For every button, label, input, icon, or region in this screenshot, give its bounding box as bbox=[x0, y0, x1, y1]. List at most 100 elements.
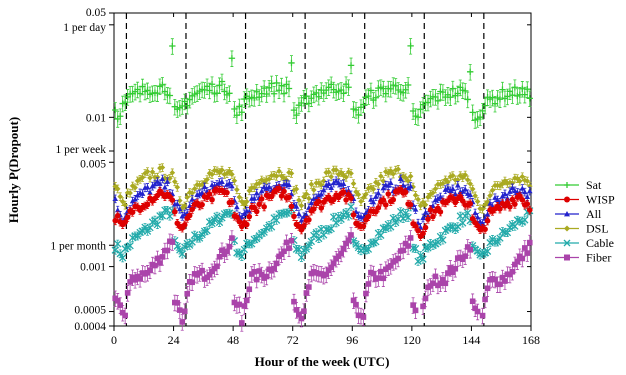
data-point bbox=[422, 209, 429, 215]
data-point bbox=[521, 245, 528, 251]
data-point bbox=[263, 273, 270, 280]
data-point bbox=[306, 195, 312, 202]
data-point bbox=[208, 81, 216, 88]
data-point bbox=[363, 191, 369, 198]
data-point bbox=[147, 189, 153, 195]
data-point bbox=[303, 191, 310, 197]
data-point bbox=[325, 181, 332, 187]
data-point bbox=[373, 179, 379, 186]
data-point bbox=[213, 212, 221, 220]
data-point bbox=[512, 201, 518, 207]
data-point bbox=[442, 177, 449, 183]
data-point bbox=[288, 203, 295, 210]
data-point bbox=[462, 172, 469, 178]
data-point bbox=[234, 204, 240, 210]
series-sat bbox=[112, 38, 533, 129]
data-point bbox=[296, 311, 302, 318]
data-point bbox=[229, 183, 235, 189]
data-point bbox=[236, 194, 243, 200]
data-point bbox=[519, 185, 526, 191]
data-point bbox=[209, 268, 215, 275]
data-point bbox=[526, 188, 533, 194]
data-point bbox=[176, 197, 183, 204]
data-point bbox=[437, 280, 444, 287]
data-point bbox=[166, 92, 174, 99]
data-point bbox=[385, 191, 392, 197]
legend-marker bbox=[564, 182, 570, 188]
data-point bbox=[344, 212, 353, 220]
data-point bbox=[236, 218, 243, 225]
data-point bbox=[526, 183, 533, 189]
data-point bbox=[427, 191, 434, 198]
data-point bbox=[375, 275, 382, 281]
data-point bbox=[450, 172, 456, 179]
data-point bbox=[412, 223, 419, 229]
data-point bbox=[404, 81, 412, 89]
data-point bbox=[153, 220, 162, 229]
x-tick-label: 120 bbox=[403, 333, 421, 347]
data-point bbox=[407, 173, 414, 180]
data-point bbox=[147, 267, 153, 274]
data-point bbox=[457, 193, 464, 200]
data-point bbox=[243, 221, 250, 228]
data-point bbox=[117, 302, 124, 308]
data-point bbox=[365, 281, 372, 287]
data-point bbox=[347, 62, 355, 69]
data-point bbox=[219, 247, 225, 254]
data-point bbox=[365, 213, 372, 220]
data-point bbox=[226, 243, 233, 250]
data-point bbox=[372, 94, 380, 101]
data-point bbox=[154, 178, 161, 184]
data-point bbox=[189, 190, 195, 196]
data-point bbox=[440, 277, 446, 283]
data-point bbox=[281, 175, 287, 181]
data-point bbox=[301, 213, 307, 219]
data-point bbox=[112, 217, 119, 224]
data-point bbox=[132, 277, 138, 283]
data-point bbox=[169, 169, 176, 176]
series-wisp bbox=[112, 184, 533, 241]
data-point bbox=[112, 106, 119, 114]
y-tick-label: 1 per day bbox=[63, 22, 106, 34]
data-point bbox=[472, 192, 478, 199]
data-point bbox=[301, 308, 307, 314]
data-point bbox=[226, 90, 233, 97]
data-point bbox=[509, 196, 516, 203]
data-point bbox=[519, 255, 526, 262]
data-point bbox=[412, 192, 419, 199]
data-point bbox=[439, 236, 447, 244]
data-point bbox=[437, 209, 444, 215]
data-point bbox=[251, 268, 258, 275]
data-point bbox=[191, 185, 198, 192]
data-point bbox=[347, 203, 355, 211]
data-point bbox=[276, 168, 282, 174]
data-point bbox=[174, 300, 181, 306]
data-point bbox=[407, 235, 414, 241]
data-point bbox=[504, 199, 511, 206]
data-point bbox=[224, 189, 230, 196]
data-point bbox=[407, 42, 414, 50]
data-point bbox=[154, 174, 161, 180]
data-point bbox=[285, 85, 293, 92]
data-point bbox=[512, 261, 518, 268]
data-point bbox=[234, 186, 240, 193]
data-point bbox=[172, 178, 178, 185]
data-point bbox=[266, 184, 272, 190]
data-point bbox=[315, 198, 322, 205]
data-point bbox=[360, 194, 367, 201]
data-point bbox=[246, 187, 253, 194]
y-tick-label: 0.005 bbox=[80, 158, 106, 170]
data-point bbox=[219, 178, 225, 184]
data-point bbox=[387, 168, 394, 174]
series-cable bbox=[111, 202, 534, 266]
data-point bbox=[291, 213, 297, 220]
data-point bbox=[462, 87, 469, 95]
legend-marker bbox=[564, 196, 570, 203]
data-point bbox=[524, 194, 531, 200]
data-point bbox=[114, 212, 121, 219]
data-point bbox=[462, 253, 469, 259]
data-point bbox=[229, 199, 235, 205]
data-point bbox=[467, 246, 473, 253]
data-point bbox=[430, 202, 436, 208]
data-point bbox=[298, 227, 305, 233]
